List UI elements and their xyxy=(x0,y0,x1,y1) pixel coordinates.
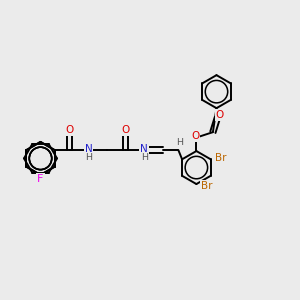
Text: H: H xyxy=(176,137,183,146)
Text: H: H xyxy=(141,153,148,162)
Text: O: O xyxy=(191,131,199,141)
Text: O: O xyxy=(122,125,130,135)
Text: O: O xyxy=(66,125,74,135)
Text: N: N xyxy=(85,144,92,154)
Text: Br: Br xyxy=(215,153,227,163)
Text: F: F xyxy=(37,173,44,184)
Text: H: H xyxy=(85,153,92,162)
Text: Br: Br xyxy=(201,181,213,190)
Text: F: F xyxy=(37,174,44,184)
Text: O: O xyxy=(215,110,223,120)
Text: N: N xyxy=(140,144,148,154)
